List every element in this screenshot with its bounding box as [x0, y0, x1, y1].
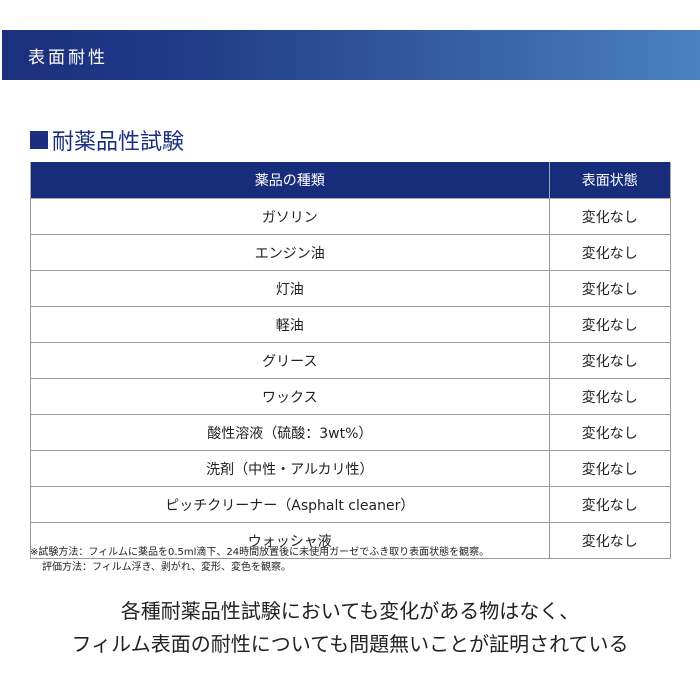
- chemical-cell: 洗剤（中性・アルカリ性）: [30, 450, 550, 487]
- surface-state-cell: 変化なし: [548, 414, 672, 451]
- chemical-cell: エンジン油: [30, 234, 550, 271]
- surface-state-cell: 変化なし: [548, 342, 672, 379]
- table-row: 軽油 変化なし: [30, 306, 672, 343]
- chemical-cell: 灯油: [30, 270, 550, 307]
- conclusion-line-2: フィルム表面の耐性についても問題無いことが証明されている: [71, 632, 629, 656]
- chemical-resistance-table: 薬品の種類 表面状態 ガソリン 変化なし エンジン油 変化なし 灯油 変化なし 軽油 変化なしグ…: [30, 162, 672, 559]
- table-row: 酸性溶液（硫酸：3wt%） 変化なし: [30, 414, 672, 451]
- table-row: ワックス 変化なし: [30, 378, 672, 415]
- table-row: エンジン油 変化なし: [30, 234, 672, 271]
- banner: 表面耐性: [2, 30, 700, 80]
- chemical-cell: グリース: [30, 342, 550, 379]
- surface-state-cell: 変化なし: [548, 234, 672, 271]
- header-surface: 表面状態: [548, 162, 672, 199]
- surface-state-cell: 変化なし: [548, 270, 672, 307]
- section-title: 耐薬品性試験: [52, 130, 185, 155]
- surface-state-cell: 変化なし: [548, 378, 672, 415]
- note-evaluation: 評価方法：フィルム浮き、剥がれ、変形、変色を観察。: [42, 562, 291, 573]
- header-chemical: 薬品の種類: [30, 162, 550, 199]
- chemical-cell: 軽油: [30, 306, 550, 343]
- table-row: ピッチクリーナー（Asphalt cleaner） 変化なし: [30, 486, 672, 523]
- chemical-cell: ピッチクリーナー（Asphalt cleaner）: [30, 486, 550, 523]
- chemical-cell: 酸性溶液（硫酸：3wt%）: [30, 414, 550, 451]
- chemical-cell: ウォッシャ液: [30, 522, 550, 559]
- banner-title: 表面耐性: [28, 48, 108, 68]
- surface-state-cell: 変化なし: [548, 198, 672, 235]
- section-heading: 耐薬品性試験: [30, 124, 184, 156]
- chemical-cell: ガソリン: [30, 198, 550, 235]
- square-bullet-icon: [30, 131, 48, 149]
- surface-state-cell: 変化なし: [548, 306, 672, 343]
- surface-state-cell: 変化なし: [548, 450, 672, 487]
- conclusion-line-1: 各種耐薬品性試験においても変化がある物はなく、: [120, 599, 580, 623]
- chemical-cell: ワックス: [30, 378, 550, 415]
- surface-state-cell: 変化なし: [548, 522, 672, 559]
- table-row: 灯油 変化なし: [30, 270, 672, 307]
- note-method: ※試験方法：フィルムに薬品を0.5ml滴下、24時間放置後に未使用ガーゼでふき取…: [30, 547, 490, 558]
- table-row: ウォッシャ液 変化なし: [30, 522, 672, 559]
- table-row: 洗剤（中性・アルカリ性） 変化なし: [30, 450, 672, 487]
- surface-state-cell: 変化なし: [548, 486, 672, 523]
- table-row: ガソリン 変化なし: [30, 198, 672, 235]
- table-row: グリース 変化なし: [30, 342, 672, 379]
